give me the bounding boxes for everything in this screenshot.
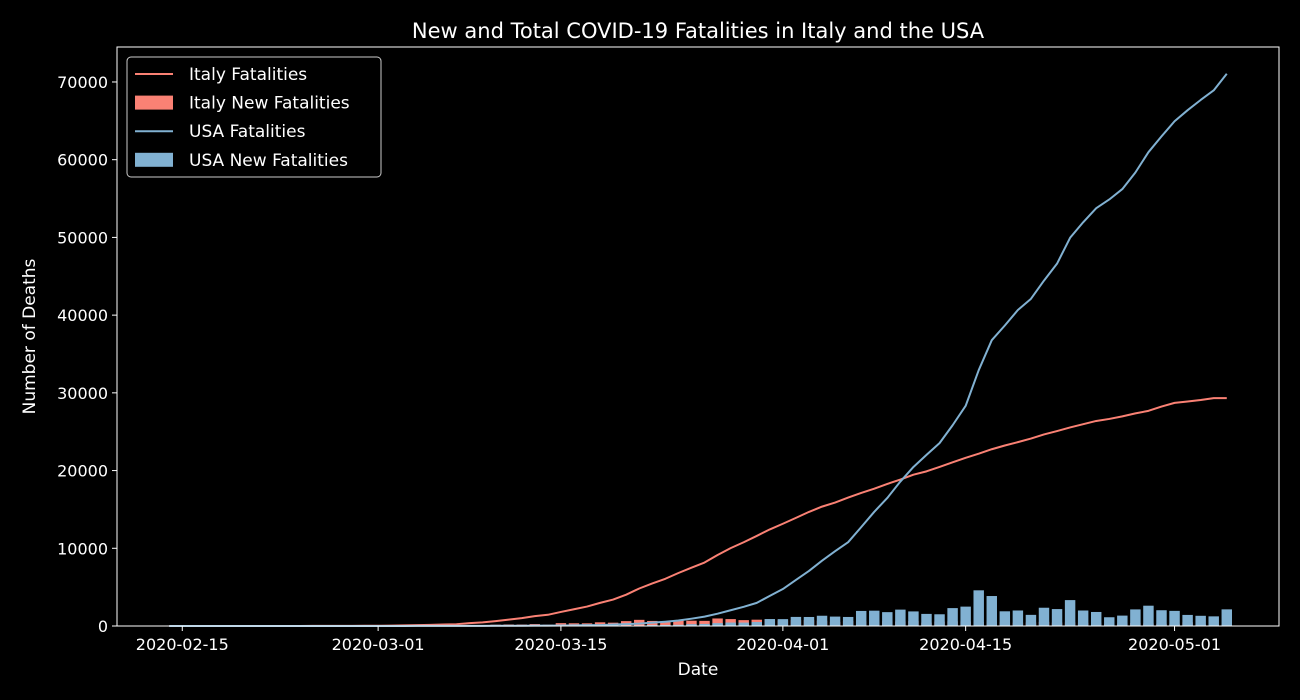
usa-new-fatalities-bar xyxy=(673,624,684,626)
usa-new-fatalities-bar xyxy=(1038,607,1050,626)
usa-new-fatalities-bar xyxy=(1221,609,1232,626)
usa-new-fatalities-bar xyxy=(738,622,749,626)
usa-new-fatalities-bar xyxy=(855,610,867,626)
usa-new-fatalities-bar xyxy=(1156,610,1167,626)
y-axis: 0 10000 20000 30000 40000 50000 60000 70000 xyxy=(57,73,117,636)
usa-new-fatalities-bar xyxy=(1143,605,1154,626)
legend: Italy Fatalities Italy New Fatalities USA … xyxy=(126,56,382,178)
usa-new-fatalities-bar xyxy=(712,623,723,626)
usa-new-fatalities-bar xyxy=(699,623,710,626)
usa-new-fatalities-bar xyxy=(686,624,697,626)
y-tick-label: 30000 xyxy=(57,384,108,403)
x-tick-label: 2020-04-15 xyxy=(919,635,1012,654)
usa-new-fatalities-bar xyxy=(960,606,971,626)
usa-new-fatalities-bar xyxy=(908,611,919,626)
usa-new-fatalities-bar xyxy=(777,619,789,626)
usa-new-fatalities-bar xyxy=(1182,614,1193,626)
y-tick-label: 0 xyxy=(98,617,108,636)
usa-new-fatalities-bar xyxy=(1130,609,1141,626)
usa-new-fatalities-bar xyxy=(1117,615,1128,626)
usa-new-fatalities-bar xyxy=(790,616,802,626)
usa-new-fatalities-bar xyxy=(1012,610,1024,626)
usa-new-fatalities-bar xyxy=(934,614,945,626)
usa-fatalities-legend-label: USA Fatalities xyxy=(189,122,306,142)
usa-new-fatalities-bar xyxy=(842,616,854,626)
usa-new-fatalities-bar xyxy=(1169,610,1180,626)
usa-new-fatalities-bar xyxy=(947,608,958,626)
usa-new-fatalities-bar xyxy=(882,612,893,626)
italy-new-fatalities-bar xyxy=(699,620,710,626)
usa-new-fatalities-bar xyxy=(1025,614,1037,626)
x-tick-label: 2020-03-15 xyxy=(514,635,607,654)
italy-new-fatalities-legend-swatch xyxy=(135,95,173,110)
usa-new-fatalities-bar xyxy=(1051,609,1063,626)
usa-new-fatalities-bar xyxy=(1077,610,1089,626)
y-tick-label: 10000 xyxy=(57,539,108,558)
x-tick-label: 2020-02-15 xyxy=(136,635,229,654)
usa-new-fatalities-bar xyxy=(869,610,880,626)
usa-new-fatalities-bar xyxy=(999,611,1011,626)
usa-new-fatalities-legend-label: USA New Fatalities xyxy=(189,151,348,171)
usa-new-fatalities-bar xyxy=(764,619,776,626)
y-tick-label: 60000 xyxy=(57,151,108,170)
usa-new-fatalities-bar xyxy=(1195,615,1206,626)
y-tick-label: 20000 xyxy=(57,462,108,481)
italy-new-fatalities-legend-label: Italy New Fatalities xyxy=(189,94,350,114)
x-axis-label: Date xyxy=(678,660,719,680)
usa-new-fatalities-bar xyxy=(725,622,736,626)
x-axis: 2020-02-15 2020-03-01 2020-03-15 2020-04-01… xyxy=(136,626,1221,654)
y-tick-label: 40000 xyxy=(57,306,108,325)
usa-new-fatalities-bar xyxy=(1090,611,1102,626)
usa-new-fatalities-bar xyxy=(751,622,762,626)
italy-new-fatalities-bar xyxy=(686,620,697,626)
plot-area-frame xyxy=(116,46,1280,627)
usa-new-fatalities-bar xyxy=(1104,617,1115,626)
chart-title: New and Total COVID-19 Fatalities in Ita… xyxy=(412,19,985,43)
x-tick-label: 2020-04-01 xyxy=(736,635,829,654)
italy-new-fatalities-bar xyxy=(673,620,684,626)
x-tick-label: 2020-05-01 xyxy=(1128,635,1221,654)
usa-new-fatalities-bar xyxy=(816,615,828,626)
usa-new-fatalities-bar xyxy=(803,616,815,626)
usa-new-fatalities-bar xyxy=(986,596,997,626)
usa-new-fatalities-legend-swatch xyxy=(135,152,173,167)
italy-new-fatalities-bar xyxy=(660,621,671,626)
usa-new-fatalities-bar xyxy=(1208,616,1219,626)
y-tick-label: 70000 xyxy=(57,73,108,92)
usa-new-fatalities-bar xyxy=(1064,600,1076,626)
usa-new-fatalities-bar xyxy=(829,616,841,626)
italy-new-fatalities-bar xyxy=(712,618,723,626)
usa-new-fatalities-bar xyxy=(895,609,906,626)
italy-fatalities-legend-label: Italy Fatalities xyxy=(189,65,307,85)
y-axis-label: Number of Deaths xyxy=(20,258,40,414)
legend-frame xyxy=(126,56,382,178)
usa-new-fatalities-bar xyxy=(921,613,932,626)
usa-new-fatalities-bar xyxy=(973,590,984,626)
y-tick-label: 50000 xyxy=(57,228,108,247)
x-tick-label: 2020-03-01 xyxy=(332,635,425,654)
